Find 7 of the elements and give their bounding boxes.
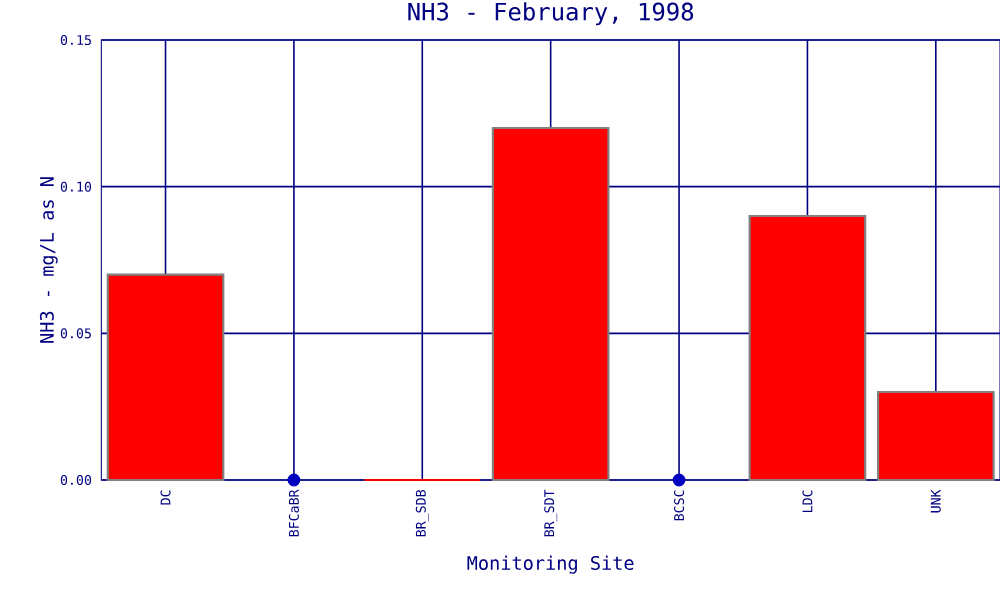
x-axis-title: Monitoring Site: [467, 555, 634, 574]
y-axis-title: NH3 - mg/L as N: [39, 177, 58, 343]
bar: [748, 214, 867, 482]
bar: [106, 273, 225, 482]
bar: [491, 126, 610, 482]
bar: [876, 390, 995, 482]
chart-title: NH3 - February, 1998: [408, 2, 694, 26]
